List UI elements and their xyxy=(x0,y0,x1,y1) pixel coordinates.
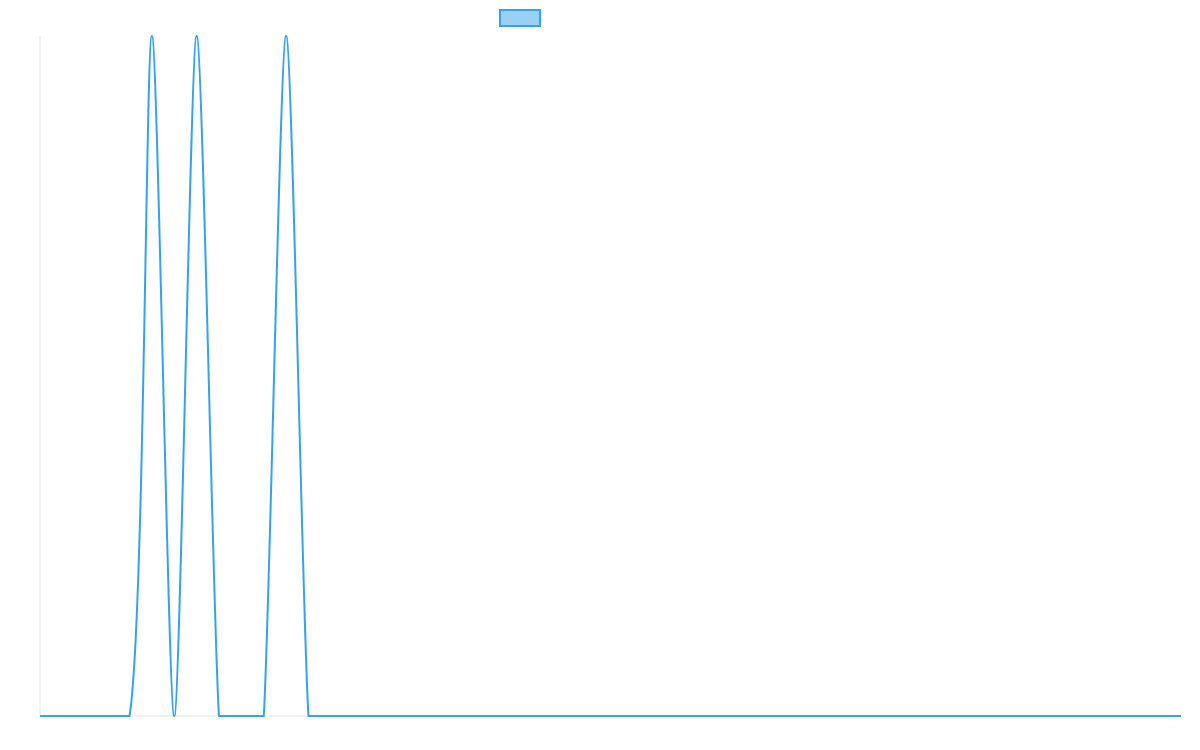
data-point[interactable] xyxy=(395,713,401,719)
axes xyxy=(39,36,1181,717)
series-line-0 xyxy=(40,35,1181,718)
data-point[interactable] xyxy=(261,713,267,719)
data-point[interactable] xyxy=(37,713,43,719)
data-point[interactable] xyxy=(305,713,311,719)
data-point[interactable] xyxy=(350,713,356,719)
legend[interactable] xyxy=(499,9,541,27)
data-point[interactable] xyxy=(283,33,289,39)
data-point[interactable] xyxy=(126,713,132,719)
data-point[interactable] xyxy=(149,33,155,39)
data-point[interactable] xyxy=(440,713,446,719)
data-point[interactable] xyxy=(216,713,222,719)
data-point[interactable] xyxy=(373,713,379,719)
data-point[interactable] xyxy=(417,713,423,719)
legend-swatch[interactable] xyxy=(499,9,541,27)
series-group xyxy=(37,33,1184,719)
data-point[interactable] xyxy=(328,713,334,719)
data-point[interactable] xyxy=(171,713,177,719)
data-point[interactable] xyxy=(194,33,200,39)
data-point[interactable] xyxy=(238,713,244,719)
data-point[interactable] xyxy=(1178,713,1184,719)
